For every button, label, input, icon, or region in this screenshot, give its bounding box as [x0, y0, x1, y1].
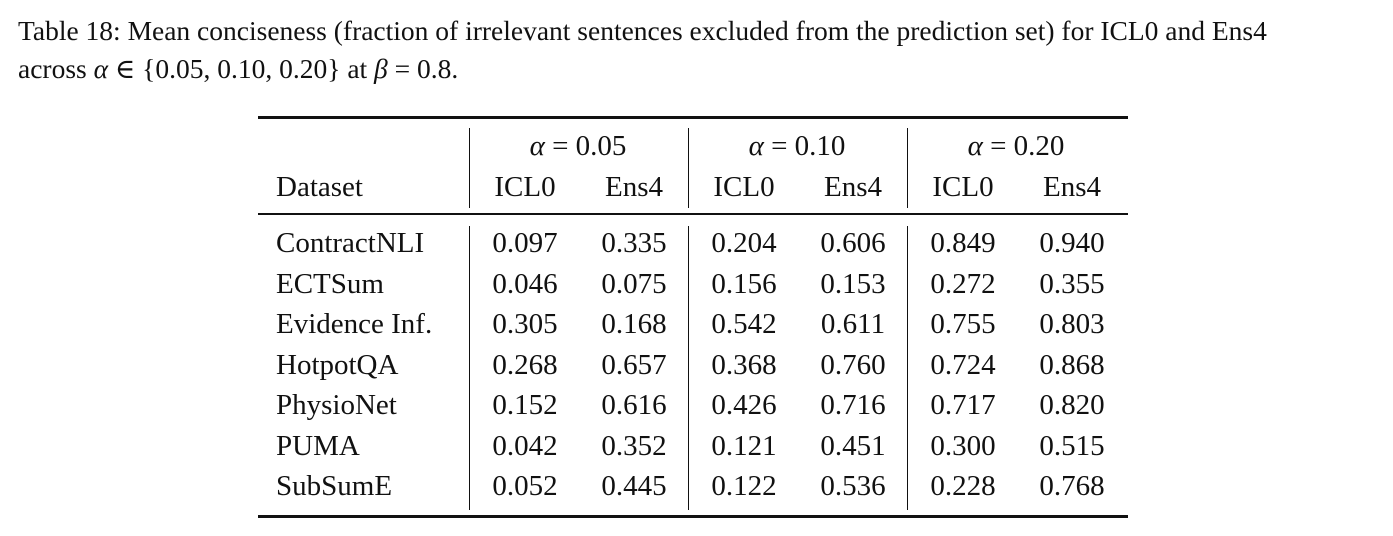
- table-cell: 0.657: [601, 348, 667, 381]
- row-dataset-name: SubSumE: [276, 470, 393, 502]
- table-cell: 0.768: [1039, 470, 1105, 502]
- column-header-icl0: ICL0: [494, 171, 556, 203]
- table-cell: 0.272: [930, 267, 996, 300]
- table-cell: 0.335: [601, 227, 667, 259]
- table-cell: 0.368: [711, 348, 777, 381]
- table-cell: 0.426: [711, 389, 777, 421]
- column-header-ens4: Ens4: [824, 171, 882, 203]
- table-cell: 0.152: [492, 389, 558, 421]
- table-cell: 0.542: [711, 308, 777, 340]
- group-header-alpha-010: α = 0.10: [748, 130, 846, 162]
- row-dataset-name: Evidence Inf.: [276, 308, 433, 340]
- caption-period: .: [451, 53, 459, 84]
- table-cell: 0.156: [711, 267, 777, 300]
- group-header-alpha-020: α = 0.20: [967, 130, 1065, 162]
- table-cell: 0.121: [711, 429, 777, 462]
- table-cell: 0.122: [711, 470, 777, 502]
- table-cell: 0.352: [601, 429, 667, 462]
- dataset-header: Dataset: [276, 171, 363, 203]
- header-rule: [258, 213, 1128, 215]
- table-cell: 0.536: [820, 470, 886, 502]
- column-divider-3: [907, 128, 909, 208]
- column-divider-1-body: [469, 226, 471, 510]
- row-dataset-name: PUMA: [276, 429, 360, 462]
- table-cell: 0.717: [930, 389, 996, 421]
- table-cell: 0.724: [930, 348, 996, 381]
- caption-at: at: [340, 53, 375, 84]
- table-cell: 0.611: [820, 308, 886, 340]
- table-cell: 0.042: [492, 429, 558, 462]
- row-dataset-name: HotpotQA: [276, 348, 399, 381]
- table-cell: 0.606: [820, 227, 886, 259]
- table-cell: 0.355: [1039, 267, 1105, 300]
- table-cell: 0.940: [1039, 227, 1105, 259]
- table-cell: 0.228: [930, 470, 996, 502]
- column-divider-2-body: [688, 226, 690, 510]
- table-cell: 0.046: [492, 267, 558, 300]
- column-divider-3-body: [907, 226, 909, 510]
- group-header-alpha-005: α = 0.05: [529, 130, 627, 162]
- table-cell: 0.305: [492, 308, 558, 340]
- row-dataset-name: ContractNLI: [276, 227, 425, 259]
- table-cell: 0.075: [601, 267, 667, 300]
- caption-beta-value: = 0.8: [387, 53, 452, 84]
- table-cell: 0.300: [930, 429, 996, 462]
- column-header-icl0: ICL0: [713, 171, 775, 203]
- table-cell: 0.153: [820, 267, 886, 300]
- table-cell: 0.097: [492, 227, 558, 259]
- table-cell: 0.849: [930, 227, 996, 259]
- table-cell: 0.803: [1039, 308, 1105, 340]
- caption-line-1: Table 18: Mean conciseness (fraction of …: [18, 15, 1267, 46]
- row-dataset-name: ECTSum: [276, 267, 384, 300]
- bottom-rule: [258, 515, 1128, 518]
- caption-across: across: [18, 53, 94, 84]
- table-cell: 0.451: [820, 429, 886, 462]
- results-table: α = 0.05 α = 0.10 α = 0.20 Dataset ICL0 E…: [258, 116, 1128, 520]
- table-cell: 0.760: [820, 348, 886, 381]
- column-header-icl0: ICL0: [932, 171, 994, 203]
- table-cell: 0.204: [711, 227, 777, 259]
- table-cell: 0.868: [1039, 348, 1105, 381]
- column-header-ens4: Ens4: [1043, 171, 1101, 203]
- table-cell: 0.515: [1039, 429, 1105, 462]
- column-header-ens4: Ens4: [605, 171, 663, 203]
- top-rule: [258, 116, 1128, 119]
- table-cell: 0.820: [1039, 389, 1105, 421]
- row-dataset-name: PhysioNet: [276, 389, 397, 421]
- caption-line-2: across α ∈ {0.05, 0.10, 0.20} at β = 0.8…: [18, 50, 1388, 88]
- column-divider-2: [688, 128, 690, 208]
- table-cell: 0.052: [492, 470, 558, 502]
- table-cell: 0.755: [930, 308, 996, 340]
- caption-beta: β: [374, 53, 388, 84]
- table-cell: 0.716: [820, 389, 886, 421]
- column-divider-1: [469, 128, 471, 208]
- table-cell: 0.168: [601, 308, 667, 340]
- caption-elem: ∈: [108, 53, 143, 84]
- table-caption: Table 18: Mean conciseness (fraction of …: [18, 12, 1388, 88]
- table-cell: 0.445: [601, 470, 667, 502]
- table-cell: 0.268: [492, 348, 558, 381]
- caption-alpha: α: [93, 53, 109, 84]
- table-cell: 0.616: [601, 389, 667, 421]
- caption-alpha-set: {0.05, 0.10, 0.20}: [142, 53, 341, 84]
